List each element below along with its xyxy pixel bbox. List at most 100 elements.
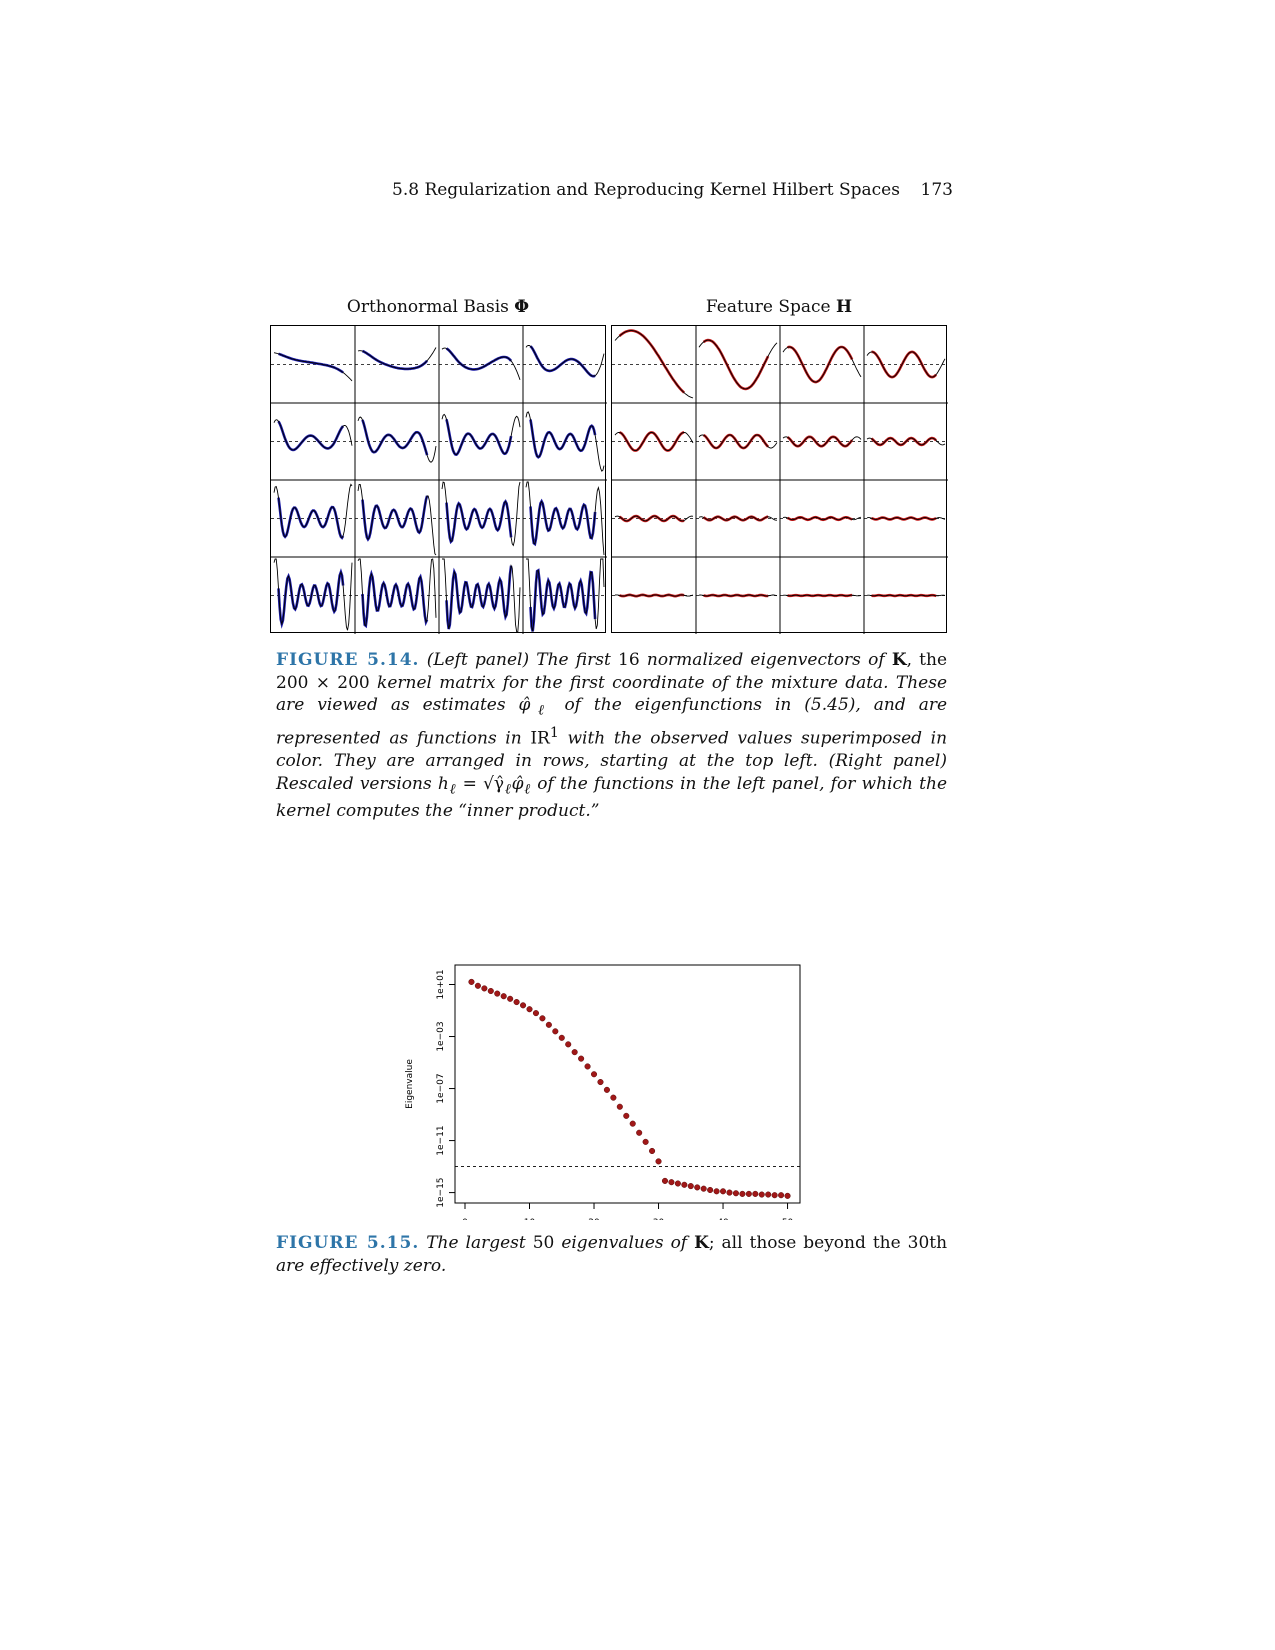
eigenvalue-point-17: [571, 1049, 578, 1056]
eigenfunction-curve: [525, 344, 605, 377]
eigenfunction-curve: [782, 516, 862, 521]
observed-values: [278, 352, 344, 374]
observed-values: [529, 345, 596, 378]
eigen-plot-5: [271, 402, 355, 452]
eigenvalue-point-49: [778, 1192, 785, 1199]
eigen-plot-6: [354, 402, 439, 480]
eigenvalue-point-30: [655, 1158, 662, 1165]
eigenvalue-point-8: [513, 999, 520, 1006]
observed-values: [445, 565, 513, 630]
eigenvalue-point-32: [668, 1179, 675, 1186]
eigenvalue-point-33: [674, 1180, 681, 1187]
y-tick-label-4: 1e+01: [436, 969, 446, 999]
eigenfunction-curve: [782, 594, 862, 597]
eigenvalue-point-29: [649, 1147, 656, 1155]
eigen-plot-9: [271, 479, 355, 540]
eigen-plot-9: [612, 479, 696, 523]
eigenvalue-point-31: [661, 1177, 669, 1184]
eigen-plot-15: [779, 556, 864, 634]
phi-symbol: Φ: [514, 297, 530, 317]
observed-values: [618, 329, 686, 394]
eigen-plot-5: [612, 402, 696, 452]
eigenvalue-point-4: [487, 987, 494, 995]
eigenfunction-curve: [866, 594, 946, 597]
observed-values: [361, 419, 429, 456]
eigenvalue-point-6: [500, 993, 507, 1000]
eigen-plot-3: [779, 326, 864, 403]
eigen-plot-4: [863, 326, 948, 403]
eigenfunction-curve: [441, 481, 521, 547]
eigenfunction-curve: [614, 330, 694, 399]
eigenvalue-point-39: [713, 1188, 720, 1195]
eigenvalue-point-28: [642, 1138, 649, 1145]
x-tick-label-0: 0: [462, 1218, 468, 1220]
eigenvalue-point-3: [481, 985, 488, 992]
eigenfunction-curve: [698, 594, 778, 597]
eigen-plot-14: [695, 556, 780, 634]
eigen-plot-4: [522, 326, 607, 403]
eigenvalue-point-13: [545, 1021, 552, 1028]
eigen-plot-12: [863, 479, 948, 557]
eigenvalue-point-41: [726, 1189, 733, 1196]
eigenvalue-point-35: [687, 1183, 694, 1190]
y-tick-label-0: 1e−15: [436, 1177, 446, 1207]
x-tick-label-2: 20: [588, 1218, 600, 1220]
eigenvalue-point-1: [468, 978, 475, 985]
eigenvalue-chart: 0 10 20 30 40 50 1e−15 1e−11 1e−07 1e−03 1e+01 Eige…: [405, 964, 801, 1220]
eigenfunction-curve: [525, 481, 605, 556]
eigenfunction-curve: [273, 419, 353, 451]
eigenfunction-curve: [273, 558, 353, 631]
eigenvalue-point-48: [771, 1192, 778, 1199]
eigen-plot-2: [695, 326, 780, 403]
eigenfunction-curve: [525, 411, 605, 472]
eigen-plot-7: [779, 402, 864, 480]
eigen-plot-8: [522, 402, 607, 480]
eigenvalue-point-25: [623, 1112, 630, 1119]
eigen-plot-10: [695, 479, 780, 557]
page-number: 173: [920, 180, 953, 200]
eigenfunction-curve: [357, 416, 437, 463]
y-axis-title: Eigenvalue: [405, 1059, 415, 1109]
figure-label: FIGURE 5.14.: [276, 650, 420, 670]
eigenvalue-point-5: [494, 990, 501, 997]
eigenvalue-point-43: [739, 1190, 746, 1197]
running-head: 5.8 Regularization and Reproducing Kerne…: [392, 180, 953, 200]
eigenfunction-curve: [698, 516, 777, 521]
eigen-plot-1: [271, 352, 355, 382]
eigenfunction-curve: [782, 346, 862, 383]
eigenfunction-curve: [442, 558, 521, 633]
eigenvalue-point-34: [681, 1181, 688, 1188]
eigen-plot-1: [612, 329, 696, 399]
left-eigenvector-panel: [270, 325, 607, 634]
y-tick-label-2: 1e−07: [436, 1073, 446, 1103]
eigenfunction-curve: [357, 483, 437, 556]
eigenvalue-point-19: [584, 1063, 591, 1070]
eigenvalue-point-7: [507, 995, 514, 1002]
eigenvalue-point-14: [552, 1028, 559, 1035]
eigenfunction-curve: [866, 517, 946, 520]
observed-values: [362, 349, 429, 371]
right-panel-title: Feature Space H: [705, 297, 853, 317]
eigenfunction-curve: [357, 347, 437, 370]
eigenvalue-point-38: [707, 1186, 714, 1194]
eigen-plot-8: [863, 402, 948, 480]
eigenvalue-point-24: [616, 1103, 623, 1110]
eigenvalue-point-2: [474, 982, 481, 989]
eigen-plot-13: [612, 556, 696, 598]
eigenvalue-point-9: [520, 1002, 527, 1009]
eigenvalue-point-42: [732, 1190, 739, 1197]
eigenfunction-curve: [614, 515, 694, 522]
h-symbol: H: [836, 297, 853, 317]
eigenfunction-curve: [273, 483, 353, 539]
eigenfunction-curve: [357, 558, 437, 627]
eigen-plot-11: [438, 479, 523, 557]
eigenvalue-point-26: [629, 1120, 636, 1127]
eigen-plot-14: [354, 556, 439, 634]
eigen-plot-12: [522, 479, 607, 557]
eigenfunction-curve: [273, 352, 353, 382]
figure-5-15-caption: FIGURE 5.15. The largest 50 eigenvalues …: [276, 1233, 948, 1276]
observed-values: [361, 495, 429, 542]
eigen-plot-16: [863, 556, 948, 634]
eigenvalue-point-44: [745, 1190, 752, 1197]
x-tick-label-1: 10: [524, 1218, 536, 1220]
